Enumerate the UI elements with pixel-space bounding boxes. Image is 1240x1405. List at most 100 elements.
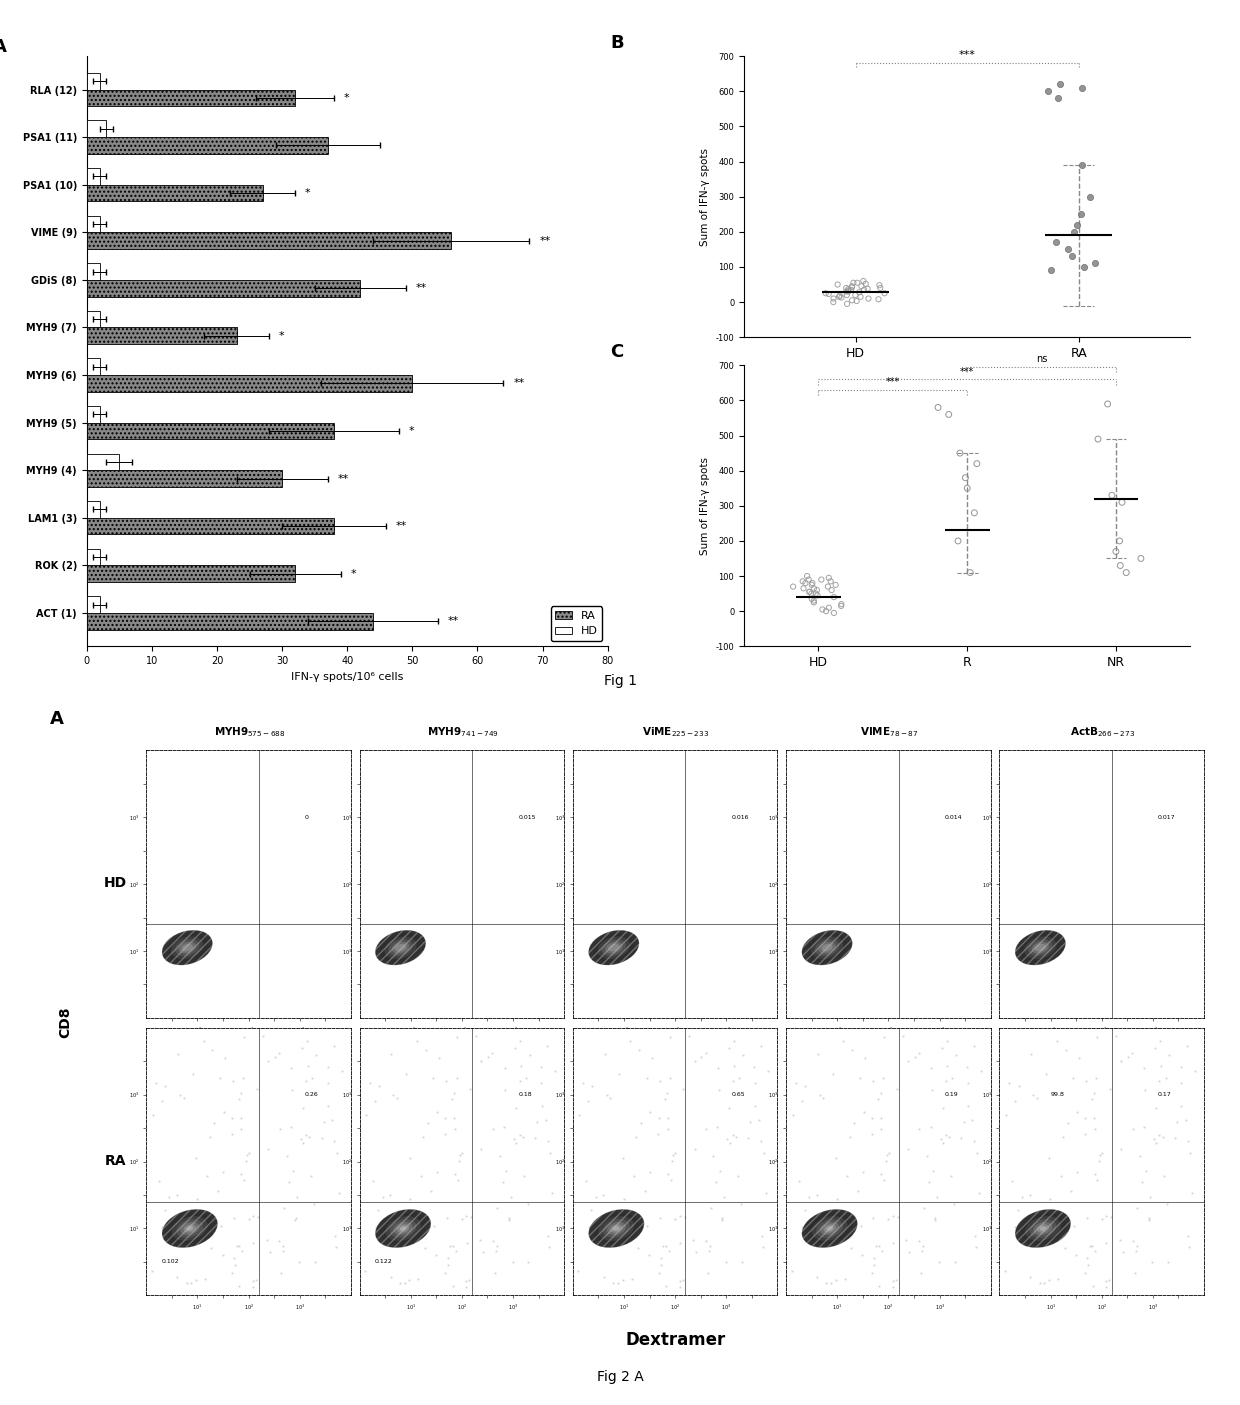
Point xyxy=(472,1241,492,1263)
Point xyxy=(1007,1227,1027,1249)
Point xyxy=(937,1055,957,1078)
Point xyxy=(319,1094,339,1117)
Point xyxy=(661,1169,681,1191)
Point xyxy=(842,275,862,298)
Point xyxy=(1164,1127,1184,1149)
Point xyxy=(184,1062,203,1085)
Point xyxy=(1002,1169,1022,1191)
Point xyxy=(202,1236,222,1259)
Point xyxy=(1184,1059,1204,1082)
Ellipse shape xyxy=(1024,937,1056,958)
Point xyxy=(195,1217,215,1239)
Point xyxy=(243,1231,263,1253)
Point xyxy=(444,1082,464,1104)
Point xyxy=(1076,1069,1096,1092)
Point xyxy=(542,1182,562,1204)
Point xyxy=(149,1169,169,1191)
Point xyxy=(936,1124,956,1146)
Point xyxy=(501,1186,521,1208)
Point xyxy=(1178,1130,1198,1152)
Point xyxy=(801,582,821,604)
Point xyxy=(451,1208,471,1231)
Point xyxy=(1065,1243,1085,1266)
Point xyxy=(224,1246,244,1269)
Point xyxy=(487,1235,507,1257)
Point xyxy=(314,1110,334,1132)
Point xyxy=(449,1149,469,1172)
Point xyxy=(754,1141,774,1163)
Ellipse shape xyxy=(172,1217,207,1241)
Point xyxy=(595,1043,615,1065)
Point xyxy=(867,1235,887,1257)
Point xyxy=(536,1109,556,1131)
Point xyxy=(1110,530,1130,552)
Point xyxy=(916,1145,936,1168)
Point xyxy=(1071,155,1091,177)
Point xyxy=(445,1117,465,1139)
Point xyxy=(868,288,888,311)
Point xyxy=(466,1026,486,1048)
Point xyxy=(807,1266,827,1288)
Point xyxy=(544,1059,564,1082)
Point xyxy=(837,1165,857,1187)
Text: **: ** xyxy=(337,473,348,483)
Point xyxy=(269,1117,289,1139)
Point xyxy=(966,1235,986,1257)
Point xyxy=(931,1127,951,1149)
Point xyxy=(234,1026,254,1048)
Point xyxy=(789,1169,808,1191)
Text: 99.8: 99.8 xyxy=(1050,1092,1064,1097)
Text: **: ** xyxy=(448,617,459,627)
Point xyxy=(594,1211,614,1234)
Point xyxy=(151,1090,171,1113)
Point xyxy=(712,1207,732,1229)
Point xyxy=(304,1193,324,1215)
Point xyxy=(296,1069,316,1092)
Point xyxy=(379,1204,399,1227)
Point xyxy=(603,1272,622,1294)
Point xyxy=(826,1269,846,1291)
Point xyxy=(355,1259,374,1281)
Point xyxy=(470,1228,490,1250)
Ellipse shape xyxy=(184,1224,196,1232)
Point xyxy=(322,1109,342,1131)
Point xyxy=(959,1094,978,1117)
Point xyxy=(1008,1200,1028,1222)
Text: Dextramer: Dextramer xyxy=(626,1331,725,1349)
Point xyxy=(956,466,976,489)
Point xyxy=(569,1103,589,1125)
Point xyxy=(498,1207,518,1229)
Point xyxy=(143,1103,162,1125)
Point xyxy=(740,1110,760,1132)
Point xyxy=(932,1131,952,1154)
Point xyxy=(461,1205,481,1228)
Point xyxy=(1146,1096,1166,1118)
Point xyxy=(925,1207,945,1229)
Point xyxy=(167,1183,187,1205)
Point xyxy=(513,1125,533,1148)
Point xyxy=(951,1127,971,1149)
Point xyxy=(510,1069,529,1092)
Point xyxy=(407,1030,427,1052)
Point xyxy=(650,1207,670,1229)
Point xyxy=(636,1066,656,1089)
Point xyxy=(1083,1235,1102,1257)
Point xyxy=(482,1229,502,1252)
Point xyxy=(965,1130,985,1152)
Ellipse shape xyxy=(613,1227,620,1231)
Point xyxy=(649,1123,668,1145)
Point xyxy=(1138,1208,1158,1231)
Ellipse shape xyxy=(610,1224,622,1232)
Ellipse shape xyxy=(1028,940,1053,955)
Point xyxy=(506,1096,526,1118)
Point xyxy=(661,1026,681,1048)
Point xyxy=(456,1270,476,1293)
Point xyxy=(802,573,822,596)
Point xyxy=(594,1183,614,1205)
Ellipse shape xyxy=(392,941,409,954)
Point xyxy=(281,1116,301,1138)
Point xyxy=(946,1044,966,1066)
Point xyxy=(1127,1197,1147,1220)
Point xyxy=(1146,1037,1166,1059)
Point xyxy=(942,1068,962,1090)
